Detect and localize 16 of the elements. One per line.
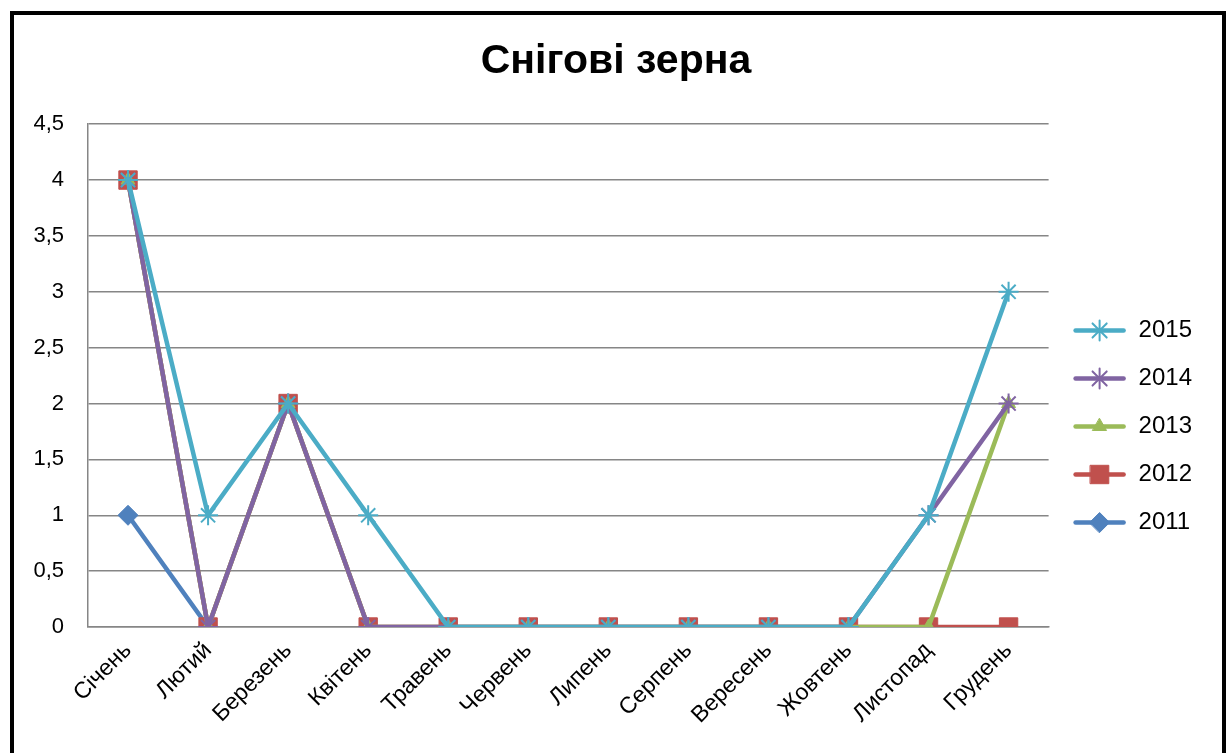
y-tick-label: 1 bbox=[51, 501, 64, 527]
legend-label: 2011 bbox=[1138, 507, 1191, 535]
y-tick-label: 2 bbox=[51, 389, 64, 415]
legend-label: 2013 bbox=[1138, 411, 1192, 439]
y-tick-label: 1,5 bbox=[33, 445, 64, 471]
y-tick-label: 0,5 bbox=[33, 557, 64, 583]
y-tick-label: 0 bbox=[51, 613, 64, 639]
y-tick-label: 4,5 bbox=[33, 110, 64, 136]
chart-title: Снігові зерна bbox=[480, 35, 753, 82]
y-tick-label: 3 bbox=[51, 277, 64, 303]
y-tick-label: 4 bbox=[51, 166, 64, 192]
legend-label: 2014 bbox=[1138, 363, 1192, 391]
legend-label: 2012 bbox=[1138, 459, 1192, 487]
y-tick-label: 3,5 bbox=[33, 222, 64, 247]
y-tick-label: 2,5 bbox=[33, 333, 64, 359]
legend-label: 2015 bbox=[1138, 315, 1192, 343]
